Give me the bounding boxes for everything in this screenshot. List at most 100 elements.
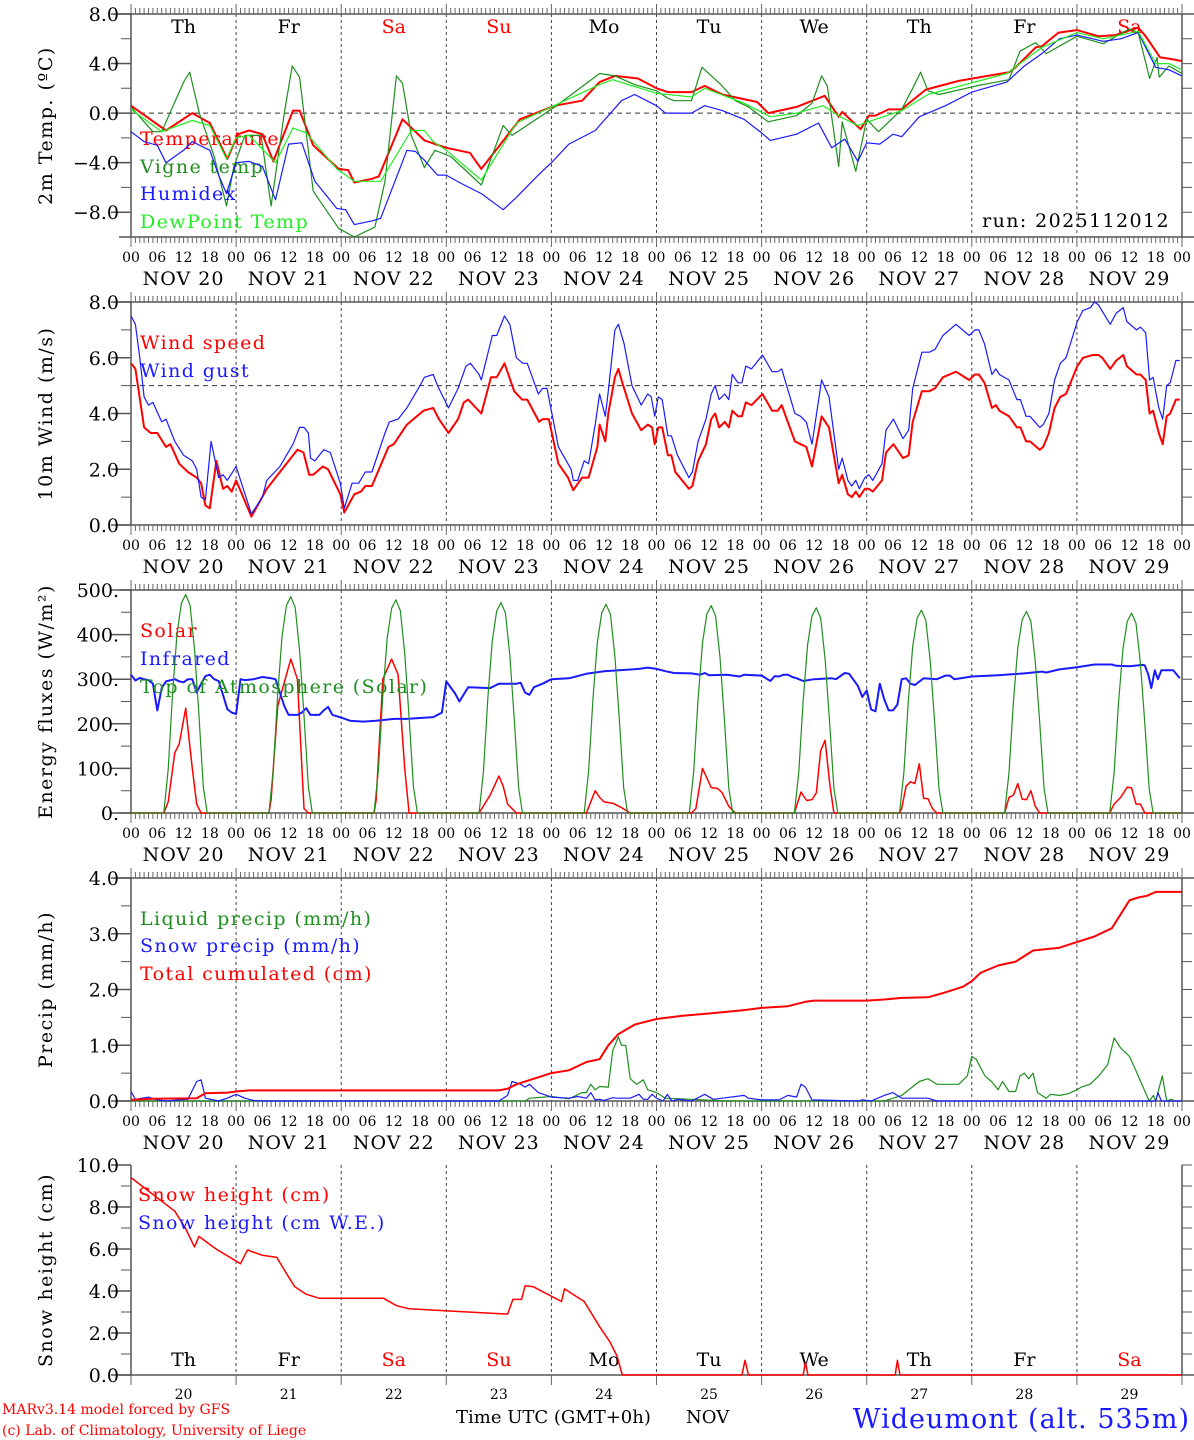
- x-tick-label: 06: [359, 250, 377, 266]
- date-label: NOV 25: [668, 844, 750, 866]
- x-tick-label: 06: [779, 538, 797, 554]
- date-label: NOV 22: [353, 268, 435, 290]
- day-name-label: Fr: [1013, 1349, 1036, 1371]
- x-tick-label: 00: [1173, 250, 1191, 266]
- x-tick-label: 12: [910, 250, 928, 266]
- x-tick-label: 12: [1015, 538, 1033, 554]
- x-tick-label: 00: [648, 1114, 666, 1130]
- x-tick-label: 12: [1121, 826, 1139, 842]
- x-tick-label: 00: [437, 826, 455, 842]
- x-tick-label: 06: [148, 826, 166, 842]
- x-tick-label: 18: [832, 826, 850, 842]
- date-label: NOV 26: [773, 1132, 855, 1154]
- x-tick-label: 12: [385, 250, 403, 266]
- x-tick-label: 00: [1173, 538, 1191, 554]
- x-tick-label: 12: [805, 826, 823, 842]
- date-label: NOV 24: [563, 268, 645, 290]
- legend-entry: Snow height (cm W.E.): [138, 1212, 386, 1234]
- x-tick-label: 06: [569, 826, 587, 842]
- x-tick-label: 00: [1068, 1114, 1086, 1130]
- series-line-top-of-atmosphere-solar-: [131, 593, 1182, 814]
- y-tick-label: 10.0: [77, 1155, 119, 1177]
- x-tick-label: 06: [359, 538, 377, 554]
- x-tick-label: 18: [1147, 250, 1165, 266]
- x-tick-label: 06: [253, 538, 271, 554]
- series-line-dewpoint-temp: [130, 30, 1183, 182]
- day-name-label: Sa: [382, 16, 406, 38]
- x-tick-label: 18: [411, 538, 429, 554]
- legend-entry: Solar: [140, 620, 198, 642]
- x-tick-label: 06: [359, 1114, 377, 1130]
- day-number-label: 22: [385, 1387, 403, 1403]
- x-tick-label: 12: [700, 538, 718, 554]
- y-tick-label: 0.: [101, 803, 119, 825]
- date-label: NOV 26: [773, 556, 855, 578]
- x-tick-label: 00: [1173, 826, 1191, 842]
- x-tick-label: 18: [1042, 538, 1060, 554]
- date-label: NOV 21: [248, 268, 330, 290]
- date-label: NOV 23: [458, 844, 540, 866]
- x-tick-label: 18: [621, 538, 639, 554]
- y-tick-label: 6.0: [89, 1239, 119, 1261]
- x-axis-title: Time UTC (GMT+0h): [456, 1407, 651, 1428]
- x-tick-label: 12: [490, 250, 508, 266]
- x-tick-label: 18: [306, 1114, 324, 1130]
- x-tick-label: 00: [542, 538, 560, 554]
- x-tick-label: 00: [963, 538, 981, 554]
- x-tick-label: 18: [621, 250, 639, 266]
- x-tick-label: 06: [989, 826, 1007, 842]
- x-tick-label: 18: [1147, 538, 1165, 554]
- y-tick-label: 400.: [77, 625, 119, 647]
- date-label: NOV 23: [458, 268, 540, 290]
- x-tick-label: 12: [1121, 538, 1139, 554]
- x-tick-label: 00: [122, 826, 140, 842]
- legend-entry: Humidex: [140, 183, 237, 205]
- x-tick-label: 06: [569, 1114, 587, 1130]
- date-label: NOV 22: [353, 844, 435, 866]
- y-tick-label: 0.0: [89, 1365, 119, 1387]
- y-ticks: [121, 13, 1192, 238]
- day-number-label: 27: [910, 1387, 928, 1403]
- x-tick-label: 12: [175, 250, 193, 266]
- x-tick-label: 06: [779, 250, 797, 266]
- day-name-label: Tu: [697, 16, 722, 38]
- x-tick-label: 18: [832, 250, 850, 266]
- x-tick-label: 00: [858, 250, 876, 266]
- x-tick-label: 18: [1147, 826, 1165, 842]
- x-tick-label: 18: [306, 250, 324, 266]
- x-tick-label: 12: [490, 826, 508, 842]
- legend-entry: Wind speed: [140, 332, 266, 354]
- x-tick-label: 18: [201, 826, 219, 842]
- x-tick-label: 00: [753, 826, 771, 842]
- date-label: NOV 29: [1089, 1132, 1171, 1154]
- x-tick-label: 12: [910, 538, 928, 554]
- date-label: NOV 21: [248, 1132, 330, 1154]
- y-tick-label: 2.0: [89, 980, 119, 1002]
- x-tick-label: 12: [595, 826, 613, 842]
- x-tick-label: 12: [805, 538, 823, 554]
- date-label: NOV 22: [353, 556, 435, 578]
- x-tick-label: 00: [332, 826, 350, 842]
- x-tick-label: 00: [227, 538, 245, 554]
- x-tick-label: 18: [516, 826, 534, 842]
- date-label: NOV 28: [983, 556, 1065, 578]
- x-tick-label: 06: [359, 826, 377, 842]
- x-tick-label: 18: [516, 538, 534, 554]
- x-tick-label: 18: [411, 826, 429, 842]
- y-tick-label: 0.0: [89, 515, 119, 537]
- y-tick-label: 0.0: [89, 103, 119, 125]
- x-tick-label: 00: [963, 826, 981, 842]
- y-tick-label: 300.: [77, 669, 119, 691]
- y-ticks: [121, 301, 1192, 526]
- x-tick-label: 12: [1015, 250, 1033, 266]
- y-tick-label: 8.0: [89, 1197, 119, 1219]
- y-tick-label: 6.0: [89, 348, 119, 370]
- x-tick-label: 18: [201, 1114, 219, 1130]
- day-number-label: 24: [595, 1387, 613, 1403]
- y-axis-label: 10m Wind (m/s): [35, 327, 57, 501]
- date-label: NOV 27: [878, 556, 960, 578]
- hour-ticks: [130, 292, 1183, 535]
- hour-ticks: [130, 868, 1183, 1111]
- day-number-label: 25: [700, 1387, 718, 1403]
- x-tick-label: 18: [306, 826, 324, 842]
